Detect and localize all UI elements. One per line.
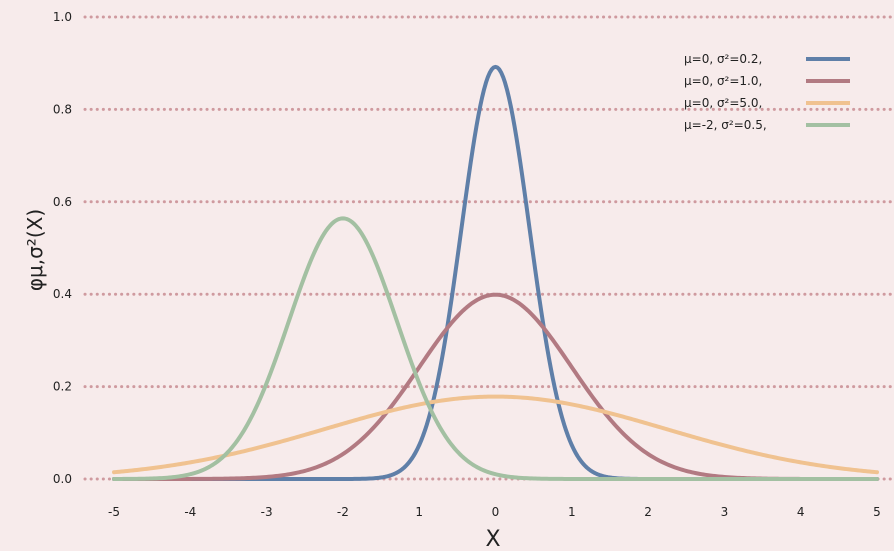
series-line-3 bbox=[112, 394, 879, 475]
series-curves bbox=[112, 64, 879, 481]
x-tick-labels: -5 -4 -3 -2 1 0 1 2 3 4 5 bbox=[108, 505, 881, 519]
legend-entry-label: μ=0, σ²=5.0, bbox=[684, 96, 762, 110]
series-line-4 bbox=[112, 216, 879, 481]
y-tick-label: 0.0 bbox=[53, 472, 72, 486]
x-tick-label: -3 bbox=[261, 505, 273, 519]
x-tick-label: 1 bbox=[415, 505, 423, 519]
y-tick-labels: 0.0 0.2 0.4 0.6 0.8 1.0 bbox=[53, 10, 72, 486]
grid-lines bbox=[83, 15, 894, 481]
x-tick-label: -5 bbox=[108, 505, 120, 519]
x-tick-label: 2 bbox=[644, 505, 652, 519]
y-tick-label: 0.8 bbox=[53, 102, 72, 116]
x-tick-label: 0 bbox=[492, 505, 500, 519]
y-tick-label: 1.0 bbox=[53, 10, 72, 24]
x-tick-label: -4 bbox=[184, 505, 196, 519]
x-tick-label: 1 bbox=[568, 505, 576, 519]
x-tick-label: 4 bbox=[797, 505, 805, 519]
x-axis-label: X bbox=[485, 527, 500, 551]
y-tick-label: 0.2 bbox=[53, 380, 72, 394]
y-tick-label: 0.4 bbox=[53, 287, 72, 301]
x-tick-label: -2 bbox=[337, 505, 349, 519]
legend-entry-label: μ=0, σ²=0.2, bbox=[684, 52, 762, 66]
x-tick-label: 3 bbox=[721, 505, 729, 519]
legend: μ=0, σ²=0.2, μ=0, σ²=1.0, μ=0, σ²=5.0, μ=-2… bbox=[684, 52, 850, 132]
legend-entry-label: μ=-2, σ²=0.5, bbox=[684, 118, 767, 132]
x-tick-label: 5 bbox=[873, 505, 881, 519]
legend-entry-label: μ=0, σ²=1.0, bbox=[684, 74, 762, 88]
y-tick-label: 0.6 bbox=[53, 195, 72, 209]
y-axis-label: φμ,σ²(X) bbox=[23, 209, 47, 291]
